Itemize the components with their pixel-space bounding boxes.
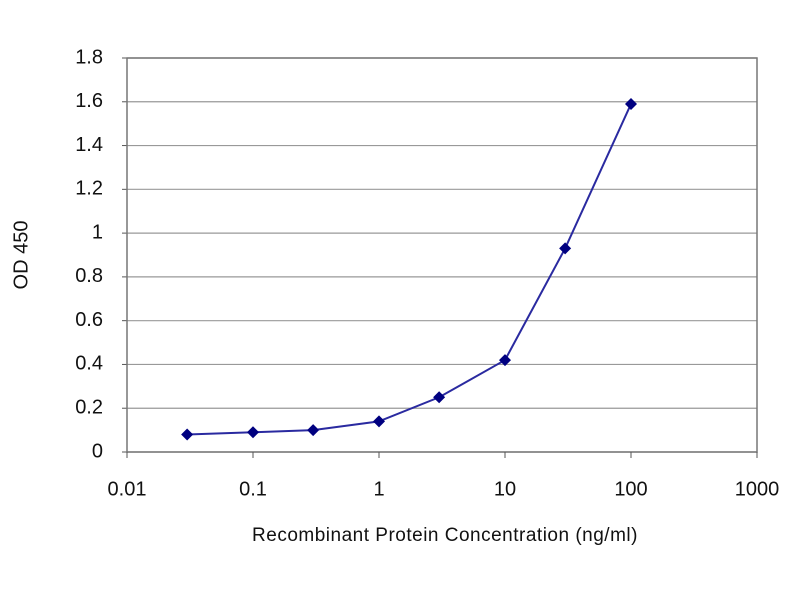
y-tick-label: 0 <box>92 440 103 462</box>
data-point <box>433 391 446 404</box>
y-tick-label: 1.6 <box>75 90 103 112</box>
y-tick-label: 1.8 <box>75 46 103 68</box>
x-tick-label: 1 <box>373 478 384 500</box>
x-tick-label: 10 <box>494 478 516 500</box>
data-point <box>625 97 637 110</box>
x-tick-label: 0.1 <box>239 478 267 500</box>
data-point <box>373 415 385 428</box>
y-tick-label: 1.4 <box>75 134 103 156</box>
y-tick-label: 0.2 <box>75 397 103 419</box>
y-axis-title: OD 450 <box>10 221 32 290</box>
data-point <box>499 354 511 367</box>
y-tick-label: 0.6 <box>75 309 103 331</box>
x-tick-label: 100 <box>614 478 647 500</box>
data-line <box>187 103 632 436</box>
y-tick-label: 0.4 <box>75 353 103 375</box>
data-point <box>307 424 320 437</box>
y-tick-label: 1 <box>92 221 103 243</box>
x-axis-title: Recombinant Protein Concentration (ng/ml… <box>252 525 638 546</box>
x-tick-label: 1000 <box>735 478 780 500</box>
data-point <box>559 242 572 255</box>
data-point <box>181 428 194 441</box>
plot-border <box>126 57 758 453</box>
y-tick-label: 1.2 <box>75 178 103 200</box>
y-tick-label: 0.8 <box>75 265 103 287</box>
x-tick-label: 0.01 <box>108 478 147 500</box>
data-point <box>247 426 259 439</box>
